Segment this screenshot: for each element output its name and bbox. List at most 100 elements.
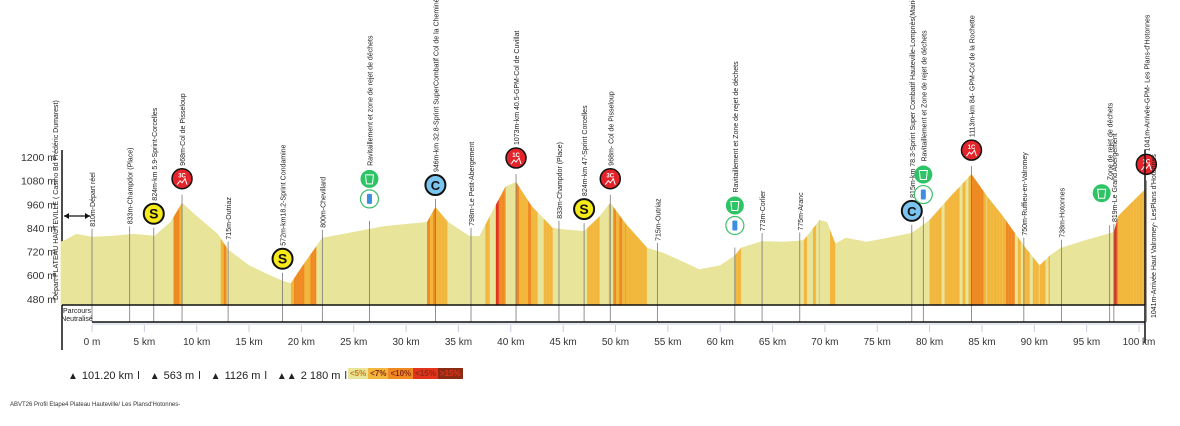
waypoint-label: Ravitaillement et zone de rejet de déche…: [367, 35, 374, 166]
waypoint-label: 824m-km 5.9-Sprint-Corcelles: [152, 107, 159, 200]
waypoint-label: 715m-Outriaz: [226, 197, 233, 240]
waypoint-marker: Ravitaillement et Zone de rejet de déche…: [725, 61, 745, 322]
min-altitude-icon: ▲: [149, 370, 160, 382]
trash-icon: [1092, 184, 1111, 203]
legend-swatch: <7%: [368, 368, 389, 379]
waypoint-marker: Zone de rejet de déchets: [1092, 102, 1115, 322]
waypoint-label: 824m-km 47-Sprint Corcelles: [582, 105, 589, 196]
sprint-icon: [271, 247, 294, 270]
distance-icon: ▲: [68, 370, 78, 382]
svg-text:90 km: 90 km: [1021, 337, 1048, 348]
waypoint-marker: S 824m-km 47-Sprint Corcelles: [573, 105, 596, 322]
svg-text:85 km: 85 km: [968, 337, 995, 348]
svg-text:30 km: 30 km: [392, 337, 419, 348]
waypoint-label: 750m-Ruffieu-en-Valromey: [1022, 152, 1029, 236]
waypoint-label: 810m-Départ réel: [90, 172, 97, 227]
stat-max-alt: 1126 m: [224, 370, 261, 382]
waypoint-marker: S 572m-km18.2-Sprint Condamine: [271, 144, 294, 322]
stat-distance: 101.20 km: [81, 370, 134, 382]
svg-text:S: S: [579, 201, 588, 217]
waypoint-marker: Ravitaillement et zone de rejet de déche…: [359, 35, 380, 322]
waypoint-label: 968m- Col de Pisseloup: [608, 91, 615, 165]
svg-text:55 km: 55 km: [654, 337, 681, 348]
waypoint-marker: 773m-Corlier: [760, 190, 767, 322]
svg-text:1200 m: 1200 m: [21, 152, 56, 164]
svg-text:600 m: 600 m: [27, 270, 56, 282]
svg-text:Départ PLATEAU HAUTEVILLE ( Ca: Départ PLATEAU HAUTEVILLE ( Casino Bd Fr…: [53, 100, 60, 300]
trash-icon: [360, 169, 379, 188]
waypoint-label: 946m-km 32.8-Sprint SuperCombatif Col de…: [433, 0, 440, 172]
gradient-legend: <5% <7% <10% <15% >15%: [348, 368, 463, 379]
waypoint-label: 738m-Hotonnes: [1060, 187, 1067, 237]
svg-text:10 km: 10 km: [183, 337, 210, 348]
waypoint-marker: 750m-Ruffieu-en-Valromey: [1022, 152, 1029, 322]
waypoint-marker: 715m-Outriaz: [226, 197, 233, 322]
waypoint-label: 815m-km 78.3-Sprint Super Combatif Haute…: [910, 0, 917, 198]
waypoint-label: 773m-Corlier: [760, 190, 767, 231]
sprint-icon: [142, 202, 165, 225]
svg-text:1041m-Arrivée Haut Valromey- L: 1041m-Arrivée Haut Valromey- LesPlans d'…: [1151, 154, 1158, 318]
svg-text:50 km: 50 km: [602, 337, 629, 348]
svg-text:25 km: 25 km: [340, 337, 367, 348]
svg-text:100 km: 100 km: [1123, 337, 1156, 348]
waypoint-label: 775m-Aranc: [798, 192, 805, 231]
waypoint-marker: 3C 968m-Col de Pisseloup: [171, 93, 193, 322]
svg-text:480 m: 480 m: [27, 294, 56, 306]
waypoint-marker: 3C 968m- Col de Pisseloup: [599, 91, 622, 322]
y-axis: 1200 m 1080 m 960 m 840 m 720 m 600 m 480 mDép…: [21, 100, 63, 350]
waypoint-label: 819m-Le Grand Abergement: [1112, 133, 1119, 222]
svg-text:720 m: 720 m: [27, 247, 56, 259]
waypoint-marker: 800m-Chevillard: [320, 177, 327, 322]
svg-text:95 km: 95 km: [1073, 337, 1100, 348]
waypoint-marker: S 824m-km 5.9-Sprint-Corcelles: [142, 107, 165, 322]
svg-text:15 km: 15 km: [235, 337, 262, 348]
stat-min-alt: 563 m: [163, 370, 195, 382]
waypoint-label: Zone de rejet de déchets: [1108, 102, 1115, 180]
waypoint-label: 1041m-Arrivée-GPM- Les Plans-d'Hotonnes: [1144, 14, 1151, 151]
legend-swatch: <15%: [413, 368, 438, 379]
waypoint-marker: 810m-Départ réel: [90, 172, 97, 322]
combatif-icon: [900, 199, 923, 222]
waypoint-marker: 715m-Outriaz: [655, 198, 662, 322]
svg-text:80 km: 80 km: [916, 337, 943, 348]
svg-text:75 km: 75 km: [864, 337, 891, 348]
svg-text:C: C: [431, 178, 441, 193]
waypoint-marker: 833m-Champdor (Place): [128, 148, 135, 322]
svg-text:1C: 1C: [968, 145, 976, 151]
svg-text:Neutralisé: Neutralisé: [61, 316, 93, 323]
max-altitude-icon: ▲: [210, 370, 221, 382]
svg-text:1C: 1C: [1142, 159, 1150, 165]
waypoint-label: Ravitaillement et Zone de rejet de déche…: [921, 30, 928, 162]
svg-text:35 km: 35 km: [445, 337, 472, 348]
climb-icon: ▲▲: [276, 370, 297, 382]
svg-text:1080 m: 1080 m: [21, 176, 56, 188]
waypoint-label: 833m-Champdor (Place): [557, 142, 564, 219]
trash-icon: [725, 196, 744, 215]
svg-text:S: S: [278, 251, 287, 267]
waypoint-marker: C 815m-km 78.3-Sprint Super Combatif Haut…: [900, 0, 923, 322]
waypoint-marker: 1C 1041m-Arrivée-GPM- Les Plans-d'Hotonne…: [1135, 14, 1158, 322]
waypoint-marker: 1C 1073m-km 40.5-GPM-Col de Cuvillat: [505, 31, 527, 322]
waypoint-marker: 798m-Le Petit-Abergement: [469, 142, 476, 322]
svg-text:45 km: 45 km: [550, 337, 577, 348]
legend-swatch: >15%: [437, 368, 463, 379]
waypoint-marker: 1C 1113m-km 84- GPM-Col de la Rochette: [960, 15, 983, 322]
svg-text:20 km: 20 km: [288, 337, 315, 348]
svg-text:Parcours: Parcours: [63, 308, 92, 315]
waypoint-label: 800m-Chevillard: [320, 177, 327, 228]
waypoint-label: 715m-Outriaz: [655, 198, 662, 241]
waypoints: 810m-Départ réel 833m-Champdor (Place) S 82…: [90, 0, 1158, 322]
waypoint-marker: 775m-Aranc: [798, 192, 805, 322]
trash-icon: [914, 165, 933, 184]
combatif-icon: [424, 174, 447, 197]
waypoint-label: 798m-Le Petit-Abergement: [469, 142, 476, 226]
svg-text:840 m: 840 m: [27, 223, 56, 235]
svg-text:S: S: [149, 206, 158, 222]
svg-text:65 km: 65 km: [759, 337, 786, 348]
svg-text:70 km: 70 km: [811, 337, 838, 348]
svg-text:5 km: 5 km: [134, 337, 156, 348]
sprint-icon: [573, 198, 596, 221]
svg-text:60 km: 60 km: [707, 337, 734, 348]
svg-text:3C: 3C: [606, 174, 614, 180]
